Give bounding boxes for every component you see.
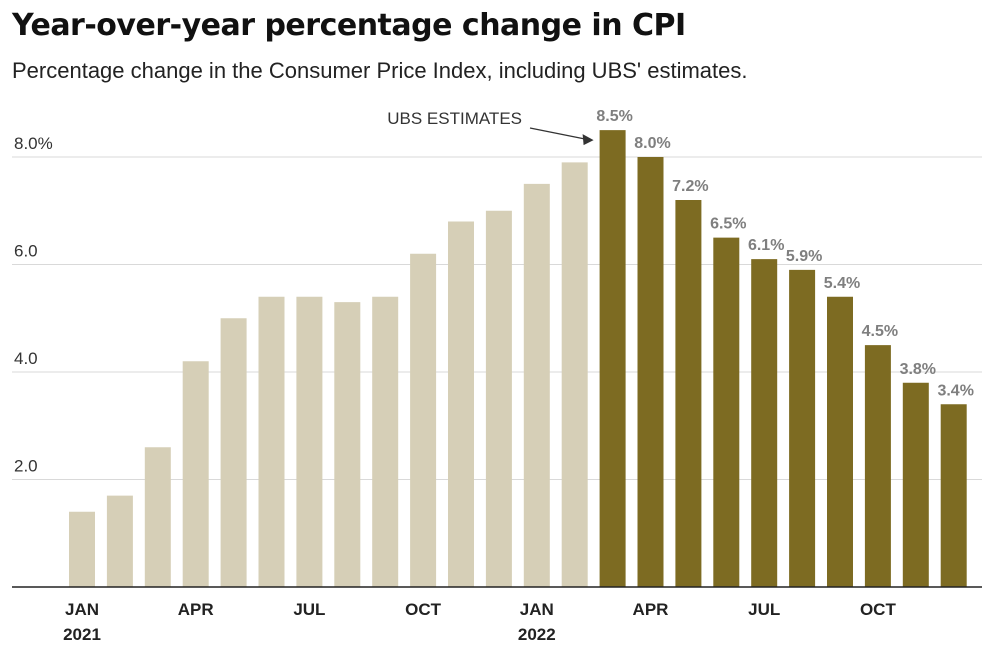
data-label: 7.2% (672, 178, 708, 195)
chart-title: Year-over-year percentage change in CPI (12, 8, 686, 43)
x-tick-label: 2022 (518, 625, 556, 644)
x-tick-label: JAN (65, 600, 99, 619)
data-label: 5.9% (786, 248, 822, 265)
data-label: 6.1% (748, 237, 784, 254)
bar-estimate (940, 404, 967, 587)
y-tick-label: 4.0 (14, 349, 38, 368)
x-tick-label: JUL (293, 600, 325, 619)
bar-actual (334, 302, 361, 587)
bar-actual (561, 162, 588, 587)
bar-actual (182, 361, 209, 587)
axes: 2.0 4.0 6.0 8.0% JAN 2021 APR JUL OCT JAN 2022 APR J… (12, 109, 982, 644)
bar-actual (220, 318, 247, 587)
bar-actual (485, 210, 512, 587)
data-label: 3.8% (900, 361, 936, 378)
bar-actual (258, 296, 285, 587)
annotation-arrow-line (529, 127, 586, 140)
bar-actual (410, 253, 437, 587)
bar-actual (372, 296, 399, 587)
x-tick-label: JUL (748, 600, 780, 619)
bar-estimate (864, 345, 891, 587)
bar-actual (69, 511, 95, 587)
annotation-label: UBS ESTIMATES (387, 109, 522, 128)
y-tick-label: 2.0 (14, 457, 38, 476)
bar-estimate (599, 130, 626, 587)
data-label: 4.5% (862, 323, 898, 340)
x-tick-label: 2021 (63, 625, 101, 644)
bar-estimate (751, 259, 778, 587)
bar-actual (106, 495, 133, 587)
y-tick-label: 8.0% (14, 134, 53, 153)
x-tick-label: APR (633, 600, 669, 619)
chart-subtitle: Percentage change in the Consumer Price … (12, 58, 748, 83)
bar-estimate (637, 157, 664, 587)
bar-estimate (675, 200, 702, 587)
bar-actual (144, 447, 171, 587)
bar-actual (448, 221, 474, 587)
data-label: 5.4% (824, 275, 860, 292)
bar-estimate (902, 382, 929, 587)
data-label: 8.0% (634, 135, 670, 152)
bar-actual (296, 296, 323, 587)
bars (69, 130, 967, 587)
data-label: 6.5% (710, 216, 746, 233)
bar-actual (523, 183, 550, 587)
bar-estimate (789, 269, 816, 587)
x-tick-label: JAN (520, 600, 554, 619)
bar-estimate (827, 296, 853, 587)
x-tick-label: OCT (860, 600, 897, 619)
data-label: 3.4% (937, 382, 973, 399)
annotation-arrowhead (582, 134, 594, 146)
bar-estimate (713, 237, 740, 587)
y-tick-label: 6.0 (14, 242, 38, 261)
data-labels: 8.5%8.0% 7.2% 6.5%6.1%5.9%5.4% 4.5% 3.8%3.4% (596, 108, 974, 399)
x-tick-label: OCT (405, 600, 442, 619)
data-label: 8.5% (596, 108, 632, 125)
x-tick-label: APR (178, 600, 214, 619)
